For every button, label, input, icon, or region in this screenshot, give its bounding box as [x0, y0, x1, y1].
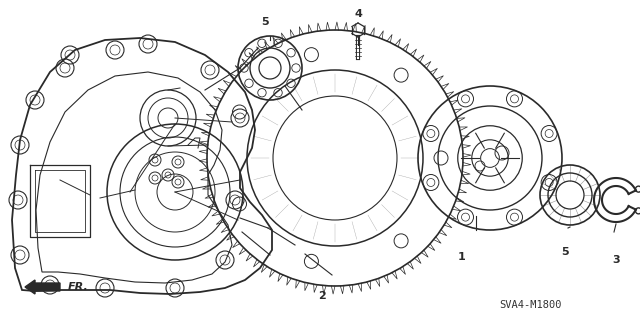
Text: 2: 2	[318, 291, 326, 301]
Text: FR.: FR.	[68, 282, 89, 292]
Text: 4: 4	[354, 9, 362, 19]
Text: SVA4-M1800: SVA4-M1800	[499, 300, 561, 310]
Text: 1: 1	[458, 252, 466, 262]
Text: 3: 3	[612, 255, 620, 265]
Text: 5: 5	[561, 247, 569, 257]
Text: 5: 5	[261, 17, 269, 27]
FancyArrow shape	[25, 280, 60, 294]
